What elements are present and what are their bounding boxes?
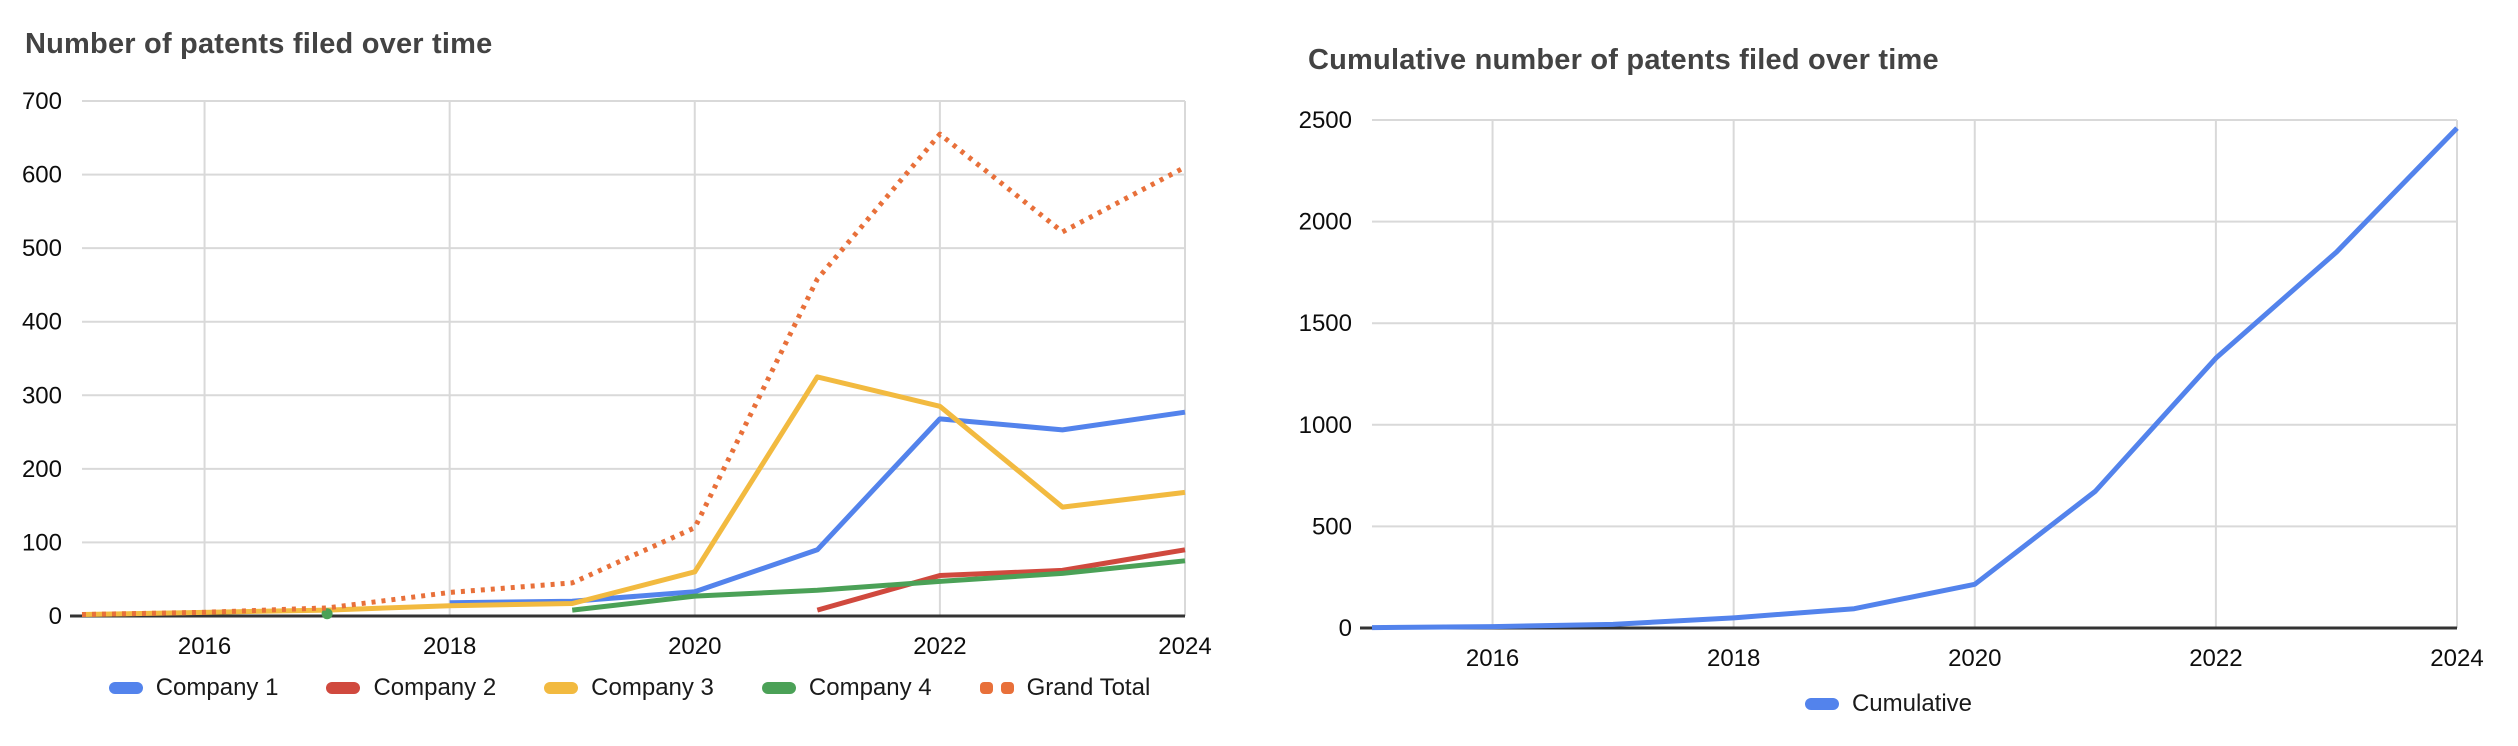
y-tick-label: 300 xyxy=(22,382,62,409)
patents-per-year-chart[interactable]: Number of patents filed over time 0 100 20… xyxy=(0,0,1259,746)
series-line-grand-total xyxy=(81,131,1187,618)
legend-item-grand-total: Grand Total xyxy=(979,674,1151,702)
legend-item-company-2: Company 2 xyxy=(326,674,496,702)
legend-label: Company 4 xyxy=(808,674,932,701)
series-point-company-4 xyxy=(321,608,333,620)
series-line-company-3 xyxy=(81,374,1186,618)
y-tick-label: 2500 xyxy=(1299,107,1352,134)
y-tick-label: 200 xyxy=(22,456,62,483)
right-chart-legend: Cumulative xyxy=(1259,690,2518,718)
y-tick-label: 400 xyxy=(22,309,62,336)
legend-label: Cumulative xyxy=(1851,690,1973,717)
x-tick-label: 2022 xyxy=(2189,645,2242,672)
left-line-chart-plot: 0 100 200 300 400 500 600 700 2016 2018 2020 2022 20… xyxy=(22,88,1212,660)
legend-swatch-grand-total xyxy=(979,682,1014,694)
y-tick-label: 1000 xyxy=(1299,412,1352,439)
x-tick-label: 2018 xyxy=(423,633,476,660)
left-chart-legend: Company 1 Company 2 Company 3 Company 4 Gran… xyxy=(0,674,1259,702)
legend-item-cumulative: Cumulative xyxy=(1804,690,1973,718)
legend-swatch-company-1 xyxy=(108,682,143,694)
series-line-cumulative xyxy=(1371,126,2459,631)
y-tick-label: 500 xyxy=(22,235,62,262)
legend-item-company-4: Company 4 xyxy=(761,674,932,702)
legend-swatch-company-2 xyxy=(326,682,361,694)
y-tick-label: 600 xyxy=(22,162,62,189)
legend-item-company-3: Company 3 xyxy=(544,674,714,702)
right-line-chart-plot: 0 500 1000 1500 2000 2500 2016 2018 2020 2022 2024 xyxy=(1299,107,2484,672)
x-tick-label: 2018 xyxy=(1707,645,1760,672)
y-tick-label: 100 xyxy=(22,529,62,556)
x-tick-label: 2020 xyxy=(668,633,721,660)
legend-label: Company 1 xyxy=(155,674,279,701)
y-tick-label: 700 xyxy=(22,88,62,115)
legend-label: Company 3 xyxy=(591,674,714,701)
legend-swatch-company-3 xyxy=(544,682,579,694)
x-tick-label: 2024 xyxy=(1158,633,1211,660)
y-tick-label: 2000 xyxy=(1299,209,1352,236)
y-tick-label: 0 xyxy=(49,603,62,630)
x-tick-label: 2022 xyxy=(913,633,966,660)
y-tick-label: 500 xyxy=(1312,513,1352,540)
x-tick-label: 2016 xyxy=(1466,645,1519,672)
legend-item-company-1: Company 1 xyxy=(108,674,279,702)
cumulative-patents-chart[interactable]: Cumulative number of patents filed over … xyxy=(1259,0,2518,746)
y-tick-label: 1500 xyxy=(1299,310,1352,337)
x-tick-label: 2024 xyxy=(2430,645,2483,672)
right-chart-title: Cumulative number of patents filed over … xyxy=(1308,44,1939,76)
x-tick-label: 2016 xyxy=(178,633,231,660)
series-line-company-4 xyxy=(571,558,1186,613)
series-line-company-2 xyxy=(816,547,1186,613)
left-chart-title: Number of patents filed over time xyxy=(25,28,493,60)
legend-swatch-cumulative xyxy=(1804,698,1839,710)
legend-label: Grand Total xyxy=(1026,674,1151,701)
legend-label: Company 2 xyxy=(373,674,497,701)
legend-swatch-company-4 xyxy=(761,682,796,694)
y-tick-label: 0 xyxy=(1339,615,1352,642)
x-tick-label: 2020 xyxy=(1948,645,2001,672)
